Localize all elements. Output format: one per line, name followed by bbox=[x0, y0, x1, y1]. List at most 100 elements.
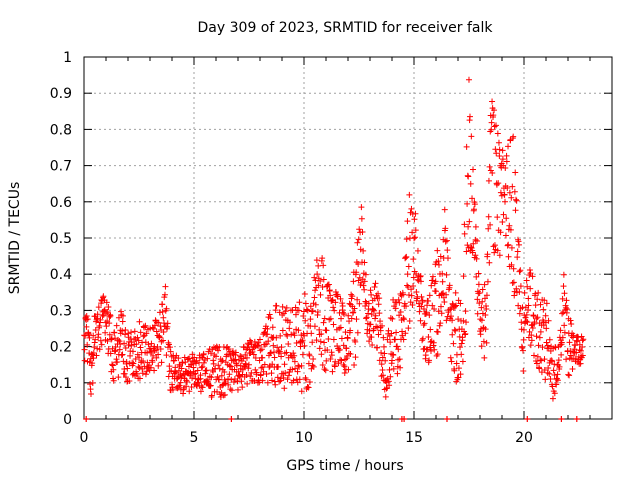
data-point bbox=[278, 344, 285, 351]
data-point bbox=[479, 286, 486, 293]
data-point bbox=[494, 247, 501, 254]
y-tick-label: 0.9 bbox=[50, 86, 72, 102]
data-point bbox=[324, 347, 331, 354]
data-point bbox=[453, 360, 460, 367]
data-point bbox=[264, 379, 271, 386]
data-point bbox=[488, 119, 495, 126]
data-point bbox=[180, 390, 187, 397]
data-point bbox=[379, 366, 386, 373]
data-point bbox=[134, 334, 141, 341]
data-point bbox=[544, 342, 551, 349]
data-point bbox=[327, 356, 334, 363]
data-point bbox=[258, 346, 265, 353]
data-point bbox=[560, 271, 567, 278]
data-point bbox=[169, 384, 176, 391]
data-point bbox=[352, 354, 359, 361]
data-point bbox=[347, 327, 354, 334]
data-point bbox=[515, 241, 522, 248]
data-point bbox=[119, 351, 126, 358]
data-point bbox=[405, 325, 412, 332]
data-point bbox=[463, 143, 470, 150]
data-point bbox=[491, 249, 498, 256]
data-point bbox=[505, 143, 512, 150]
data-point bbox=[269, 324, 276, 331]
data-point bbox=[238, 378, 245, 385]
data-point bbox=[132, 356, 139, 363]
data-point bbox=[539, 344, 546, 351]
data-point bbox=[532, 290, 539, 297]
data-point bbox=[489, 98, 496, 105]
data-point bbox=[179, 360, 186, 367]
data-point bbox=[242, 351, 249, 358]
data-point bbox=[297, 343, 304, 350]
data-point bbox=[156, 309, 163, 316]
data-point bbox=[336, 346, 343, 353]
data-point bbox=[275, 349, 282, 356]
data-point bbox=[431, 305, 438, 312]
data-point bbox=[321, 315, 328, 322]
data-point bbox=[554, 371, 561, 378]
data-point bbox=[200, 359, 207, 366]
data-point bbox=[375, 301, 382, 308]
data-point bbox=[90, 350, 97, 357]
data-point bbox=[282, 308, 289, 315]
data-point bbox=[194, 367, 201, 374]
data-point bbox=[530, 352, 537, 359]
y-tick-label: 0.6 bbox=[50, 195, 72, 211]
data-point bbox=[91, 344, 98, 351]
data-point bbox=[546, 336, 553, 343]
data-point bbox=[461, 230, 468, 237]
x-tick-label: 5 bbox=[190, 430, 199, 446]
data-point bbox=[489, 169, 496, 176]
data-point bbox=[233, 362, 240, 369]
data-point bbox=[355, 236, 362, 243]
data-point bbox=[176, 361, 183, 368]
data-point bbox=[341, 370, 348, 377]
data-point bbox=[403, 236, 410, 243]
data-point bbox=[455, 365, 462, 372]
data-point bbox=[524, 283, 531, 290]
data-point bbox=[317, 277, 324, 284]
data-point bbox=[405, 284, 412, 291]
data-point bbox=[288, 331, 295, 338]
x-tick-label: 10 bbox=[295, 430, 313, 446]
data-point bbox=[523, 318, 530, 325]
data-point bbox=[513, 197, 520, 204]
data-point bbox=[252, 354, 259, 361]
data-point bbox=[478, 317, 485, 324]
data-point bbox=[367, 287, 374, 294]
data-point bbox=[337, 295, 344, 302]
data-point bbox=[97, 337, 104, 344]
data-point bbox=[541, 356, 548, 363]
data-point bbox=[356, 274, 363, 281]
data-point bbox=[340, 342, 347, 349]
data-point bbox=[368, 291, 375, 298]
data-point bbox=[473, 255, 480, 262]
data-point bbox=[503, 158, 510, 165]
data-point bbox=[203, 367, 210, 374]
data-point bbox=[257, 347, 264, 354]
data-point bbox=[263, 371, 270, 378]
data-point bbox=[508, 261, 515, 268]
data-point bbox=[104, 337, 111, 344]
data-point bbox=[524, 319, 531, 326]
data-point bbox=[270, 349, 277, 356]
data-point bbox=[543, 300, 550, 307]
data-point bbox=[455, 374, 462, 381]
data-point bbox=[353, 316, 360, 323]
data-point bbox=[395, 346, 402, 353]
data-point bbox=[361, 259, 368, 266]
data-point bbox=[318, 351, 325, 358]
data-point bbox=[494, 214, 501, 221]
data-point bbox=[351, 362, 358, 369]
data-point bbox=[516, 288, 523, 295]
data-point bbox=[453, 302, 460, 309]
data-point bbox=[388, 357, 395, 364]
data-point bbox=[528, 332, 535, 339]
data-point bbox=[577, 347, 584, 354]
data-point bbox=[337, 324, 344, 331]
data-point bbox=[480, 338, 487, 345]
data-point bbox=[183, 383, 190, 390]
data-point bbox=[204, 355, 211, 362]
data-point bbox=[305, 384, 312, 391]
